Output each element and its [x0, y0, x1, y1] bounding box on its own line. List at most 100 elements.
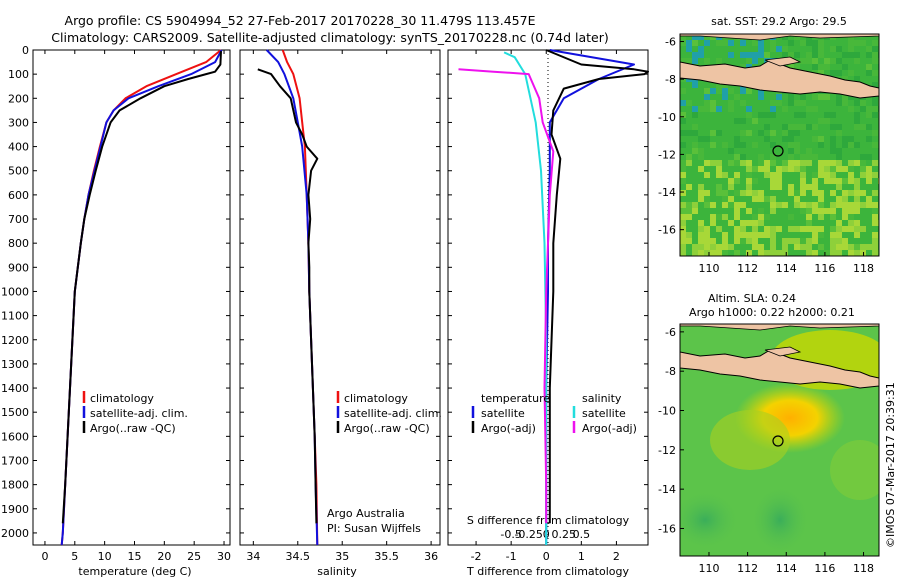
sst-pixel — [854, 250, 860, 256]
sst-pixel — [704, 88, 710, 94]
sst-pixel — [836, 250, 842, 256]
sst-pixel — [728, 52, 734, 58]
series-line-difference — [458, 68, 555, 524]
sst-pixel — [746, 106, 752, 112]
sst-pixel — [704, 40, 710, 46]
sst-pixel — [842, 202, 848, 208]
sst-pixel — [800, 160, 806, 166]
sst-pixel — [716, 166, 722, 172]
sst-pixel — [788, 142, 794, 148]
s-tick-label: 0.5 — [573, 528, 591, 541]
sst-pixel — [758, 40, 764, 46]
sst-pixel — [806, 112, 812, 118]
sst-pixel — [764, 250, 770, 256]
sst-pixel — [866, 202, 872, 208]
sst-pixel — [758, 196, 764, 202]
map-lat-label: -16 — [658, 522, 676, 535]
sst-pixel — [764, 124, 770, 130]
sst-pixel — [728, 202, 734, 208]
temperature-x-label: temperature (deg C) — [78, 565, 191, 578]
sst-pixel — [734, 232, 740, 238]
sst-pixel — [854, 244, 860, 250]
sst-map-frame — [679, 33, 880, 257]
argo-location-marker — [772, 435, 784, 447]
credit-pi: PI: Susan Wijffels — [327, 522, 421, 535]
sst-pixel — [698, 184, 704, 190]
sst-pixel — [794, 52, 800, 58]
sst-pixel — [806, 148, 812, 154]
sst-pixel — [872, 46, 878, 52]
sst-pixel — [872, 250, 878, 256]
sst-pixel — [806, 160, 812, 166]
x-tick-label: 34 — [246, 550, 260, 563]
sst-pixel — [872, 136, 878, 142]
sst-pixel — [716, 106, 722, 112]
sst-pixel — [776, 94, 782, 100]
sst-pixel — [842, 52, 848, 58]
sst-pixel — [836, 166, 842, 172]
sst-pixel — [740, 40, 746, 46]
depth-tick-label: 2000 — [1, 527, 29, 540]
sst-pixel — [746, 118, 752, 124]
sst-pixel — [686, 238, 692, 244]
sst-pixel — [794, 112, 800, 118]
sst-pixel — [680, 82, 686, 88]
sst-pixel — [812, 238, 818, 244]
sst-pixel — [818, 166, 824, 172]
sst-pixel — [788, 238, 794, 244]
sst-pixel — [722, 154, 728, 160]
sst-pixel — [794, 118, 800, 124]
sst-pixel — [680, 118, 686, 124]
sst-pixel — [830, 142, 836, 148]
sst-pixel — [872, 190, 878, 196]
depth-tick-label: 1100 — [1, 310, 29, 323]
sst-pixel — [842, 214, 848, 220]
sst-pixel — [818, 124, 824, 130]
sst-pixel — [782, 166, 788, 172]
sst-pixel — [692, 130, 698, 136]
sst-pixel — [698, 220, 704, 226]
sst-pixel — [686, 208, 692, 214]
sst-pixel — [716, 160, 722, 166]
sst-pixel — [692, 112, 698, 118]
sst-pixel — [812, 226, 818, 232]
sst-pixel — [866, 166, 872, 172]
sst-pixel — [818, 94, 824, 100]
sst-pixel — [812, 106, 818, 112]
sst-pixel — [848, 124, 854, 130]
sst-pixel — [692, 250, 698, 256]
sst-pixel — [788, 184, 794, 190]
sst-pixel — [818, 64, 824, 70]
depth-axis: 0 100 200 300 400 500 600 700 800 900 1000 1100 1200… — [1, 44, 648, 540]
sst-pixel — [782, 250, 788, 256]
sst-pixel — [848, 136, 854, 142]
sst-pixel — [830, 202, 836, 208]
sst-pixel — [860, 40, 866, 46]
sst-pixel — [698, 250, 704, 256]
sst-pixel — [866, 100, 872, 106]
sst-pixel — [812, 208, 818, 214]
sst-pixel — [848, 40, 854, 46]
sst-pixel — [704, 172, 710, 178]
sst-pixel — [866, 34, 872, 40]
sst-pixel — [842, 124, 848, 130]
sst-pixel — [872, 34, 878, 40]
sst-pixel — [704, 130, 710, 136]
sst-pixel — [746, 88, 752, 94]
sst-pixel — [764, 196, 770, 202]
sst-pixel — [680, 148, 686, 154]
sst-pixel — [794, 154, 800, 160]
sla-map — [680, 324, 879, 556]
series-line-difference — [545, 49, 649, 524]
sst-pixel — [824, 58, 830, 64]
sst-pixel — [770, 238, 776, 244]
sst-pixel — [854, 76, 860, 82]
sst-pixel — [812, 190, 818, 196]
sst-pixel — [854, 208, 860, 214]
sst-pixel — [710, 118, 716, 124]
sst-pixel — [692, 148, 698, 154]
sst-pixel — [812, 52, 818, 58]
sst-pixel — [782, 46, 788, 52]
depth-tick-label: 1400 — [1, 382, 29, 395]
